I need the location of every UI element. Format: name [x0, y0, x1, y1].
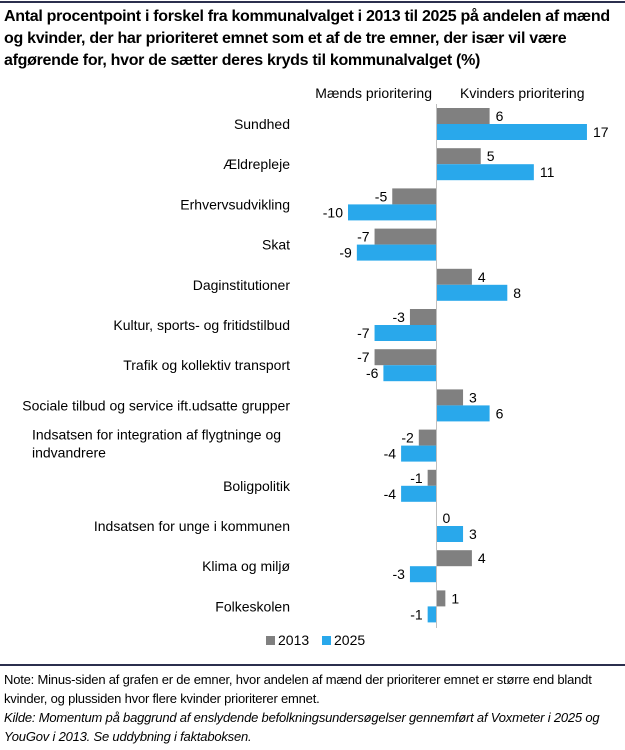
bar-2025 [401, 485, 437, 502]
bar-2013 [436, 108, 490, 124]
bar-2013 [374, 228, 437, 245]
legend-swatch-2013 [266, 636, 275, 645]
data-label-2013: -5 [375, 188, 388, 204]
legend: 2013 2025 [266, 632, 365, 648]
side-label-men: Mænds prioritering [315, 85, 432, 101]
note-text: Note: Minus-siden af grafen er de emner,… [4, 672, 592, 706]
bar-chart: Mænds prioritering Kvinders prioritering… [22, 85, 609, 648]
data-label-2025: -7 [357, 325, 370, 341]
bar-2025 [401, 445, 437, 462]
category-label: Trafik og kollektiv transport [123, 357, 290, 373]
data-label-2025: -3 [392, 566, 405, 582]
data-label-2025: -10 [323, 204, 343, 220]
bar-2013 [436, 148, 481, 165]
bar-2013 [436, 590, 446, 607]
side-label-women: Kvinders prioritering [460, 85, 585, 101]
data-label-2013: 6 [496, 108, 504, 124]
data-label-2013: -1 [410, 470, 423, 486]
note-block: Note: Minus-siden af grafen er de emner,… [4, 670, 622, 746]
data-label-2013: -7 [357, 229, 370, 245]
category-label: Erhvervsudvikling [180, 196, 290, 212]
bar-2025 [356, 244, 437, 261]
category-label: Klima og miljø [202, 558, 290, 574]
data-label-2025: 3 [469, 526, 477, 542]
bar-2025 [436, 164, 534, 181]
category-label: Boligpolitik [223, 478, 291, 494]
category-label: Daginstitutioner [193, 277, 291, 293]
data-label-2013: 4 [478, 269, 486, 285]
bottom-rule [0, 664, 625, 666]
bar-2025 [409, 566, 437, 583]
data-label-2013: -2 [401, 430, 414, 446]
bar-2013 [392, 188, 437, 205]
category-label: Sociale tilbud og service ift.udsatte gr… [22, 397, 290, 413]
category-label: Folkeskolen [215, 598, 290, 614]
data-label-2025: -4 [384, 486, 397, 502]
bar-2025 [427, 606, 437, 623]
bar-2013 [427, 469, 437, 486]
bar-2013 [436, 268, 472, 285]
data-label-2025: -9 [339, 245, 352, 261]
source-text: Kilde: Momentum på baggrund af enslydend… [4, 710, 600, 744]
bar-2025 [383, 365, 437, 382]
data-label-2025: 11 [540, 164, 555, 180]
bar-2025 [348, 204, 437, 221]
data-label-2013: 1 [451, 590, 459, 606]
data-label-2025: -6 [366, 365, 379, 381]
legend-label-2025: 2025 [334, 632, 365, 648]
legend-swatch-2025 [322, 636, 331, 645]
data-label-2013: 3 [469, 389, 477, 405]
bar-2025 [436, 284, 508, 301]
category-label: Indsatsen for unge i kommunen [94, 518, 290, 534]
bar-2025 [436, 124, 587, 140]
legend-label-2013: 2013 [278, 632, 309, 648]
data-label-2013: 4 [478, 550, 486, 566]
bar-2013 [436, 550, 472, 567]
data-label-2025: 17 [593, 124, 609, 140]
bar-2025 [436, 526, 464, 542]
category-label: Skat [262, 237, 290, 253]
bar-2013 [409, 309, 437, 325]
category-label: Indsatsen for integration af flygtninge … [32, 427, 281, 461]
bar-2013 [374, 349, 437, 366]
data-label-2013: -3 [392, 309, 405, 325]
data-label-2025: 8 [513, 285, 521, 301]
data-label-2025: -1 [410, 606, 423, 622]
category-label: Kultur, sports- og fritidstilbud [113, 317, 290, 333]
data-label-2025: -4 [384, 446, 397, 462]
data-label-2013: 0 [443, 510, 451, 526]
category-label: Ældrepleje [223, 156, 290, 172]
bar-2025 [436, 405, 490, 422]
category-label: Sundhed [234, 116, 290, 132]
chart-title: Antal procentpoint i forskel fra kommuna… [4, 8, 610, 69]
bar-2013 [418, 429, 437, 446]
bar-2013 [436, 389, 464, 406]
data-label-2025: 6 [496, 405, 504, 421]
bar-2025 [374, 325, 437, 341]
top-rule [0, 1, 625, 3]
data-label-2013: 5 [487, 148, 495, 164]
data-label-2013: -7 [357, 349, 370, 365]
